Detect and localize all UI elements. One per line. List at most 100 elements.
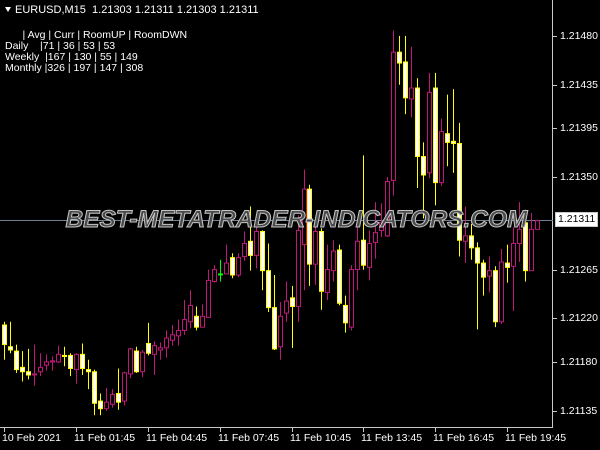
candle-body: [535, 220, 540, 230]
candle-body: [134, 350, 139, 373]
price-tick-label: 1.21350: [560, 171, 598, 183]
candle-bullish: [110, 389, 115, 408]
candle-body: [50, 360, 55, 363]
candle-body: [511, 242, 516, 267]
candle-body: [74, 353, 79, 371]
candle-bullish: [391, 30, 396, 196]
candle-bullish: [152, 341, 157, 375]
price-tick-label: 1.21220: [560, 312, 598, 324]
candle-body: [26, 371, 31, 376]
candle-body: [463, 235, 468, 242]
candle-body: [403, 61, 408, 99]
candle-bearish: [194, 306, 199, 331]
candle-bullish: [56, 345, 61, 364]
candle-body: [158, 347, 163, 351]
candle-bearish: [290, 285, 295, 348]
candle-bearish: [445, 94, 450, 167]
candle-bearish: [230, 253, 235, 279]
time-tick-label: 11 Feb 13:45: [361, 432, 423, 444]
current-price-label: 1.21311: [555, 212, 599, 227]
candle-bearish: [8, 321, 13, 354]
candle-bearish: [20, 351, 25, 382]
price-tick-label: 1.21395: [560, 122, 598, 134]
info-row-daily: Daily |71 | 36 | 53 | 53: [5, 40, 116, 52]
ohlc-values: 1.21303 1.21311 1.21303 1.21311: [92, 4, 259, 16]
candle-bearish: [337, 244, 342, 306]
collapse-triangle-icon[interactable]: [5, 7, 11, 12]
candle-body: [379, 222, 384, 231]
time-tick: [363, 428, 364, 432]
candle-bullish: [302, 169, 307, 291]
candle-body: [38, 366, 43, 373]
candle-bullish: [487, 256, 492, 293]
time-tick-label: 11 Feb 16:45: [433, 432, 495, 444]
candle-body: [296, 229, 301, 308]
candle-body: [146, 342, 151, 354]
time-tick: [292, 428, 293, 432]
candle-bullish: [284, 281, 289, 322]
candle-body: [361, 239, 366, 266]
candle-doji: [218, 259, 223, 282]
candle-body: [116, 392, 121, 403]
candle-body: [349, 269, 354, 328]
candle-bullish: [313, 221, 318, 285]
time-tick: [76, 428, 77, 432]
candle-body: [284, 300, 289, 314]
candle-body: [517, 228, 522, 244]
candle-bearish: [2, 321, 7, 360]
candle-bullish: [44, 354, 49, 371]
candle-body: [92, 371, 97, 404]
candle-body: [325, 269, 330, 293]
price-tick-label: 1.21265: [560, 264, 598, 276]
candle-bullish: [170, 325, 175, 346]
time-tick-label: 11 Feb 01:45: [74, 432, 136, 444]
candle-bullish: [278, 302, 283, 360]
candle-bullish: [529, 213, 534, 272]
candle-bullish: [32, 344, 37, 386]
candle-bullish: [427, 72, 432, 179]
candle-body: [343, 304, 348, 324]
candle-bearish: [481, 259, 486, 296]
candle-body: [307, 188, 312, 265]
candle-body: [236, 257, 241, 276]
candle-bullish: [176, 319, 181, 346]
candle-body: [128, 348, 133, 375]
chart-plot-area[interactable]: [0, 0, 553, 428]
time-tick: [220, 428, 221, 432]
candle-body: [319, 231, 324, 292]
candle-body: [397, 51, 402, 64]
candle-body: [427, 91, 432, 174]
candle-body: [170, 334, 175, 341]
price-tick: [553, 362, 557, 363]
candle-body: [493, 270, 498, 323]
price-tick: [553, 177, 557, 178]
candle-body: [523, 222, 528, 272]
candle-body: [122, 372, 127, 402]
candle-bullish: [158, 342, 163, 360]
candle-body: [194, 315, 199, 328]
candle-bearish: [493, 266, 498, 328]
candle-bullish: [511, 227, 516, 311]
time-tick: [435, 428, 436, 432]
candle-body: [487, 270, 492, 277]
candle-bullish: [385, 177, 390, 237]
candle-bullish: [535, 219, 540, 230]
time-tick-label: 11 Feb 07:45: [218, 432, 280, 444]
candle-bullish: [254, 225, 259, 269]
candle-body: [152, 345, 157, 355]
candle-bearish: [397, 35, 402, 85]
candle-bearish: [469, 223, 474, 260]
candle-body: [248, 240, 253, 256]
price-tick: [553, 270, 557, 271]
candle-body: [469, 235, 474, 249]
candle-bullish: [182, 300, 187, 335]
candle-bearish: [433, 72, 438, 206]
candle-body: [385, 181, 390, 237]
candle-bearish: [98, 393, 103, 416]
price-tick-label: 1.21480: [560, 30, 598, 42]
candle-bearish: [403, 35, 408, 115]
candle-bullish: [325, 244, 330, 300]
candle-body: [14, 350, 19, 371]
candle-body: [176, 329, 181, 337]
